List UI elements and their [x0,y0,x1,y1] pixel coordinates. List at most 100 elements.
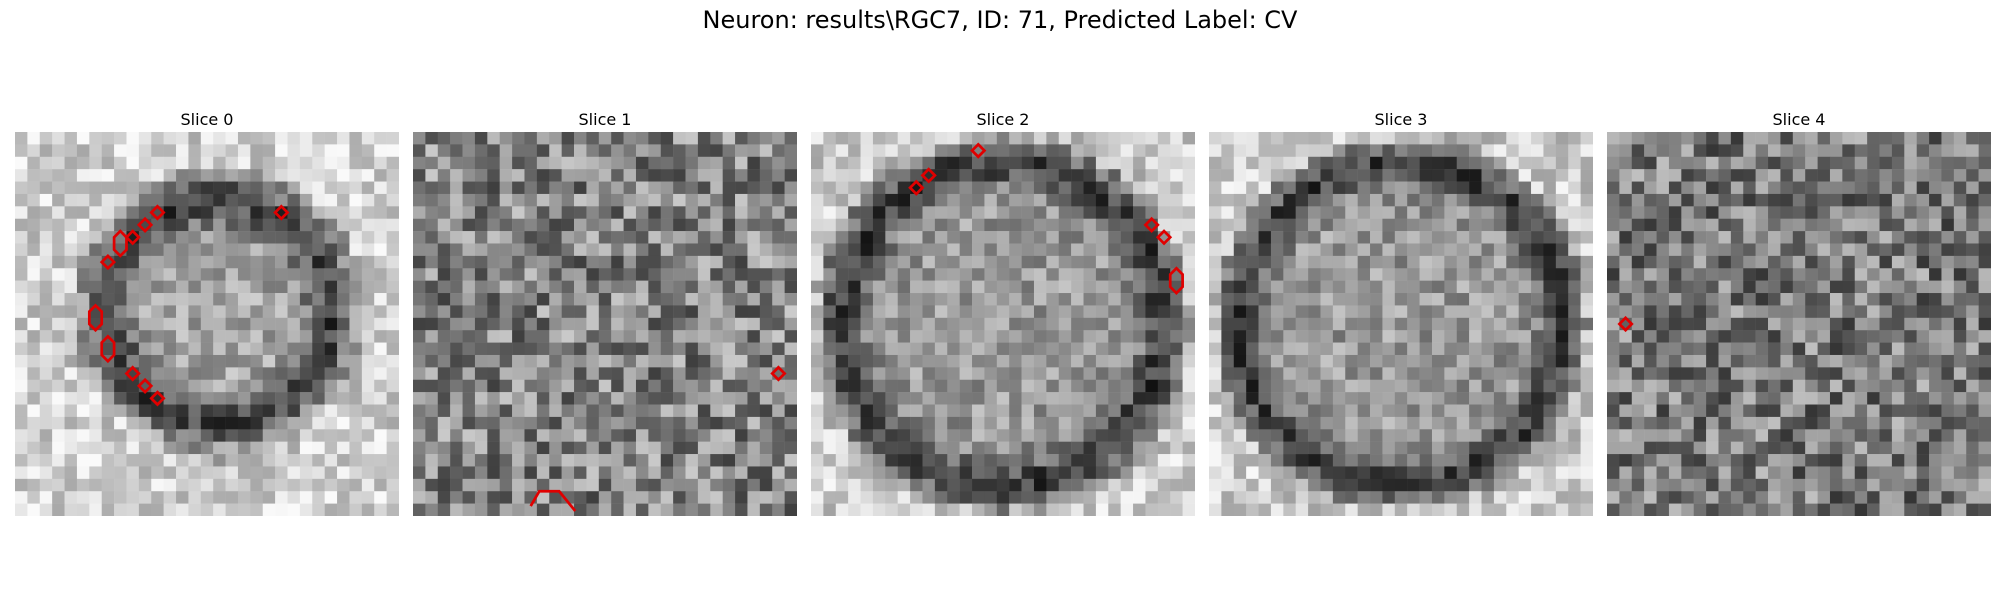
pixel [474,156,488,170]
pixel [747,416,761,430]
pixel [386,181,399,195]
pixel [225,255,239,269]
pixel [710,305,723,319]
pixel [1656,169,1670,182]
pixel [972,231,985,244]
pixel [176,268,189,281]
pixel [176,193,189,207]
pixel [1631,255,1645,269]
pixel [561,268,575,281]
pixel [1718,169,1732,182]
pixel [337,193,350,207]
pixel [1382,392,1396,405]
pixel [910,255,923,269]
pixel [1382,206,1396,219]
pixel [897,429,911,442]
pixel [200,416,214,430]
pixel [1246,243,1259,257]
pixel [984,503,998,516]
pixel [1382,132,1396,145]
pixel [1730,454,1744,467]
pixel [213,181,226,195]
pixel [1755,255,1769,269]
pixel [1058,491,1072,504]
pixel [250,330,263,343]
pixel [1607,305,1620,319]
pixel [823,169,837,182]
pixel [1431,156,1445,170]
pixel [984,156,998,170]
pixel [1780,144,1794,158]
pixel [462,293,476,306]
pixel [512,169,525,182]
pixel [1879,243,1893,257]
pixel [413,404,426,418]
pixel [499,193,513,207]
pixel [1246,181,1259,195]
pixel [1133,354,1146,368]
pixel [225,503,239,516]
pixel [823,416,837,430]
pixel [1693,268,1707,281]
pixel [1345,441,1358,455]
pixel [1805,330,1818,343]
pixel [922,441,936,455]
pixel [1407,243,1420,257]
pixel [1382,478,1396,492]
pixel [1867,293,1880,306]
pixel [374,491,387,504]
pixel [1108,231,1121,244]
pixel [860,317,874,331]
pixel [660,404,674,418]
pixel [759,193,773,207]
pixel [1009,503,1022,516]
pixel [524,478,538,492]
pixel [635,169,649,182]
pixel [188,280,202,294]
pixel [1817,268,1831,281]
pixel [1916,132,1930,145]
pixel [623,293,637,306]
pixel [635,144,649,158]
pixel [1607,193,1620,207]
pixel [1681,255,1694,269]
pixel [934,132,948,145]
pixel [1370,231,1383,244]
pixel [722,305,736,319]
pixel [1058,317,1072,331]
pixel [984,231,998,244]
pixel [126,404,140,418]
pixel [660,231,674,244]
pixel [1021,268,1035,281]
pixel [910,404,923,418]
pixel [574,218,587,232]
pixel [735,466,748,480]
pixel [1182,429,1195,442]
pixel [324,156,338,170]
pixel [1133,478,1146,492]
pixel [1145,491,1159,504]
pixel [1805,429,1818,442]
pixel [561,255,575,269]
pixel [1481,218,1495,232]
pixel [524,404,538,418]
pixel [15,416,28,430]
pixel [697,317,711,331]
pixel [1842,144,1855,158]
pixel [747,169,761,182]
pixel [1506,491,1519,504]
pixel [1021,144,1035,158]
pixel [1891,193,1905,207]
pixel [984,305,998,319]
pixel [337,330,350,343]
pixel [1270,255,1284,269]
pixel [759,478,773,492]
pixel [1145,466,1159,480]
pixel [462,156,476,170]
pixel [200,206,214,219]
pixel [275,255,288,269]
pixel [1531,132,1544,145]
pixel [1071,441,1084,455]
pixel [1953,206,1967,219]
pixel [225,491,239,504]
